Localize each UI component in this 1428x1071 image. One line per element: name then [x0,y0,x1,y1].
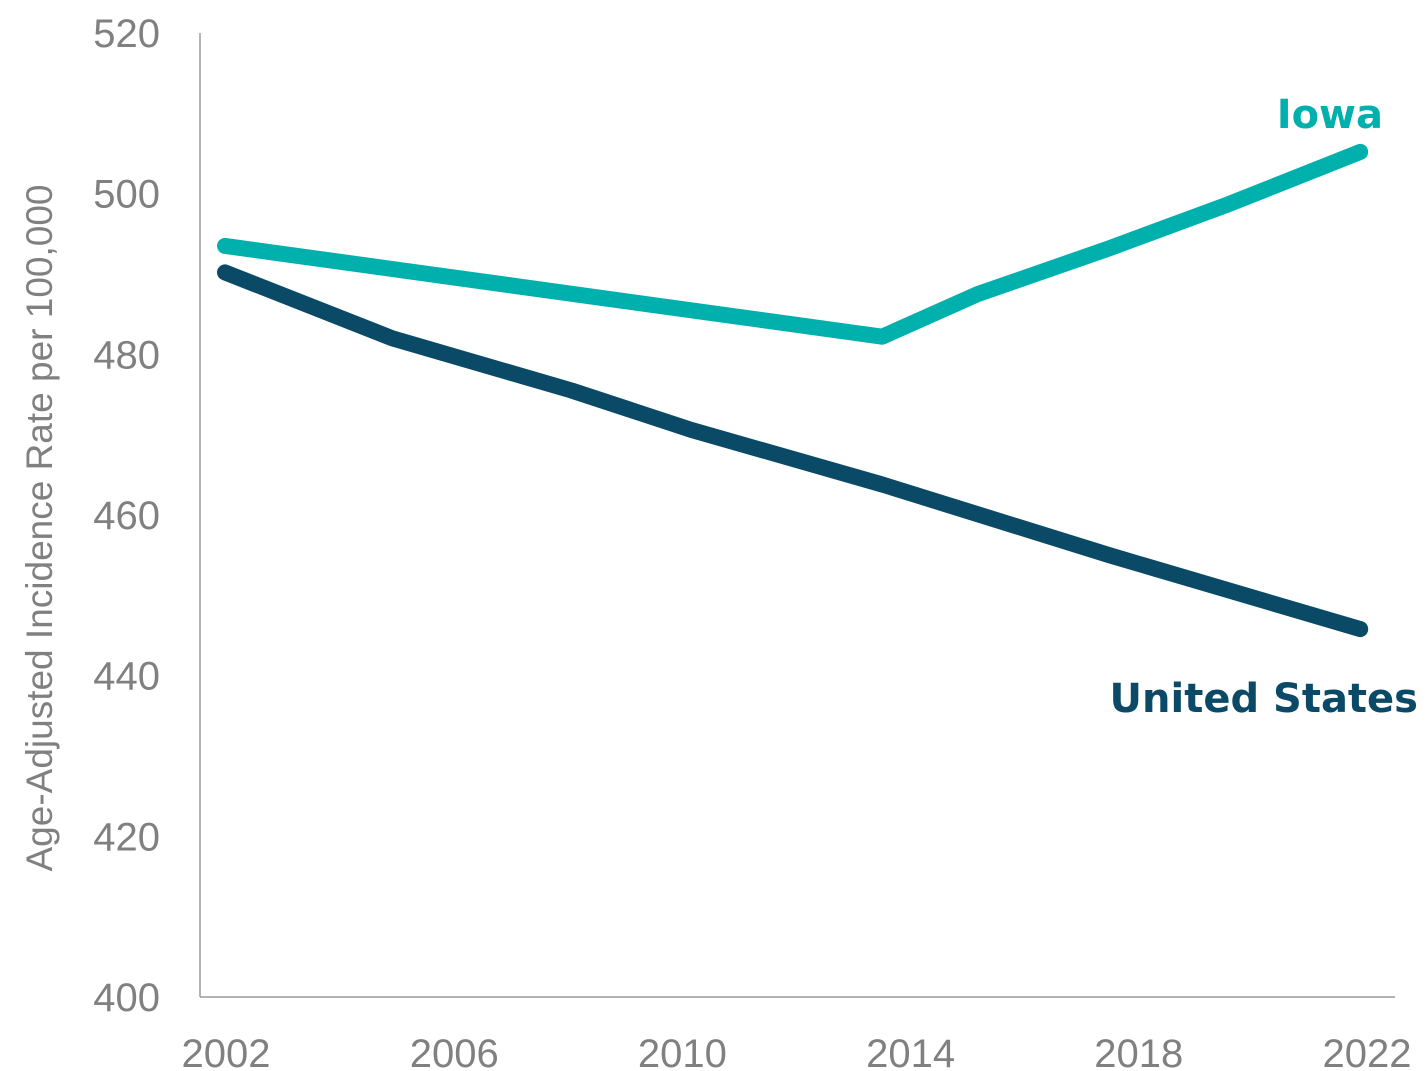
y-tick-label: 420 [93,815,160,859]
y-axis-title: Age-Adjusted Incidence Rate per 100,000 [19,184,60,871]
x-axis: 2002 2006 2010 2014 2018 2022 [182,996,1412,1071]
series-line-united-states [217,264,1369,638]
y-tick-label: 440 [93,655,160,699]
x-tick-label: 2018 [1094,1032,1183,1071]
series-labels: Iowa United States [1110,92,1418,722]
x-tick-label: 2002 [182,1032,271,1071]
y-tick-label: 480 [93,333,160,377]
series-label-iowa: Iowa [1277,92,1383,138]
y-axis: 400 420 440 460 480 500 520 [93,12,201,1020]
y-tick-label: 500 [93,173,160,217]
series-lines [217,143,1369,638]
x-tick-label: 2014 [866,1032,955,1071]
x-tick-label: 2022 [1323,1032,1412,1071]
x-tick-label: 2010 [638,1032,727,1071]
series-line-iowa [217,143,1369,345]
y-tick-label: 520 [93,12,160,56]
series-label-united-states: United States [1110,676,1418,722]
x-tick-label: 2006 [410,1032,499,1071]
y-tick-label: 460 [93,494,160,538]
y-tick-label: 400 [93,976,160,1020]
